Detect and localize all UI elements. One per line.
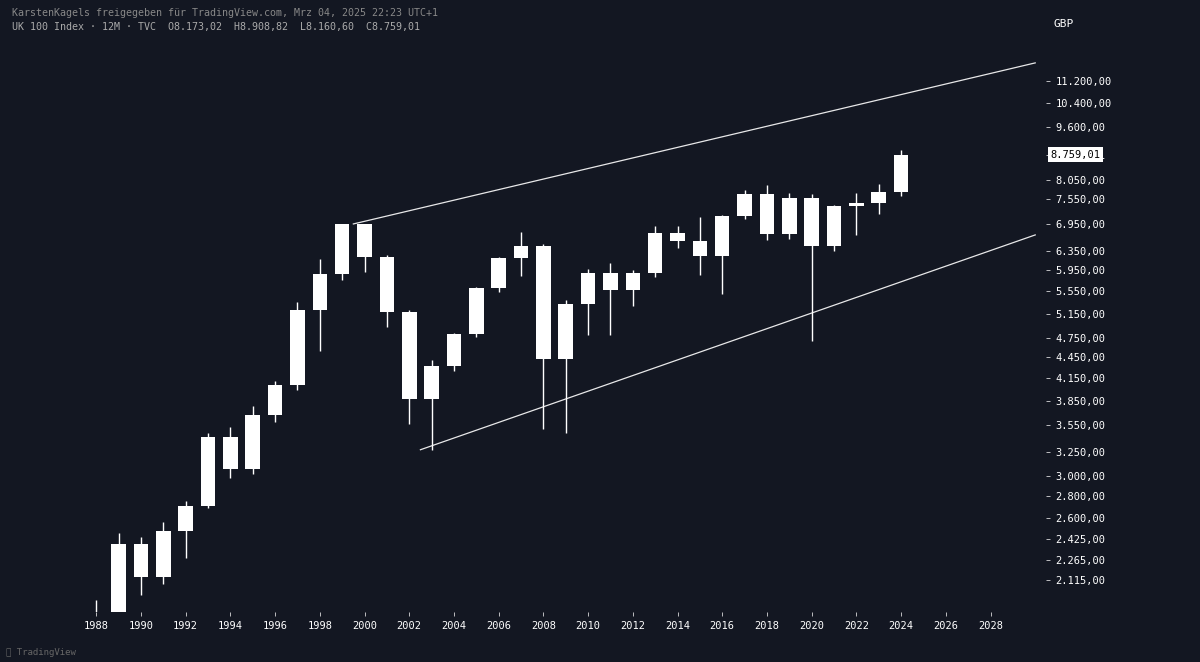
Bar <box>625 273 640 290</box>
Bar <box>827 206 841 246</box>
Bar <box>514 246 528 258</box>
Bar <box>402 312 416 399</box>
Text: GBP: GBP <box>1054 19 1074 30</box>
Bar <box>581 273 595 304</box>
Bar <box>804 197 818 246</box>
Bar <box>425 366 439 399</box>
Bar <box>156 532 170 577</box>
Bar <box>246 415 260 469</box>
Bar <box>133 544 149 577</box>
Bar <box>558 304 574 359</box>
Bar <box>782 197 797 234</box>
Bar <box>671 233 685 241</box>
Text: KarstenKagels freigegeben für TradingView.com, Mrz 04, 2025 22:23 UTC+1: KarstenKagels freigegeben für TradingVie… <box>12 8 438 18</box>
Bar <box>648 233 662 273</box>
Bar <box>692 241 707 256</box>
Bar <box>760 194 774 234</box>
Bar <box>491 258 506 287</box>
Bar <box>737 194 752 216</box>
Text: ⨟ TradingView: ⨟ TradingView <box>6 647 76 657</box>
Bar <box>312 274 328 310</box>
Bar <box>894 155 908 192</box>
Bar <box>179 506 193 532</box>
Bar <box>223 437 238 469</box>
Bar <box>379 257 394 312</box>
Bar <box>871 192 886 203</box>
Bar <box>358 224 372 257</box>
Text: 8.759,01: 8.759,01 <box>1050 150 1100 160</box>
Bar <box>469 287 484 334</box>
Bar <box>604 273 618 290</box>
Bar <box>200 437 215 506</box>
Bar <box>536 246 551 359</box>
Bar <box>715 216 730 256</box>
Bar <box>268 385 282 415</box>
Bar <box>446 334 461 366</box>
Bar <box>850 203 864 206</box>
Bar <box>89 620 103 632</box>
Bar <box>290 310 305 385</box>
Bar <box>335 224 349 274</box>
Bar <box>112 544 126 620</box>
Text: UK 100 Index · 12M · TVC  O8.173,02  H8.908,82  L8.160,60  C8.759,01: UK 100 Index · 12M · TVC O8.173,02 H8.90… <box>12 22 420 32</box>
